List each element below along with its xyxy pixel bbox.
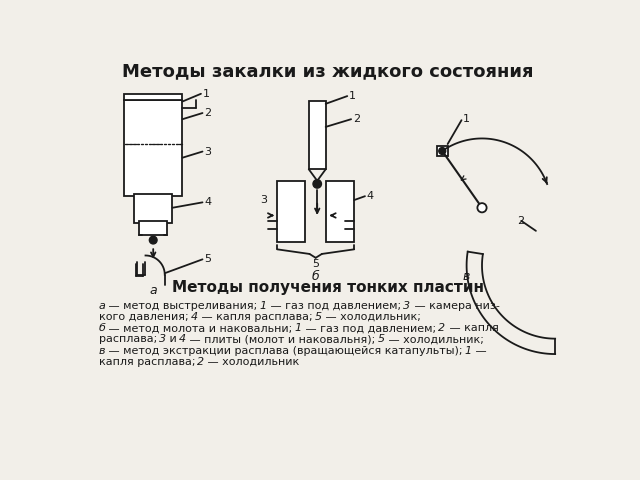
Text: 1: 1 <box>463 114 470 124</box>
Text: — плиты (молот и наковальня);: — плиты (молот и наковальня); <box>186 335 378 345</box>
Text: 2: 2 <box>438 323 445 333</box>
Text: 5: 5 <box>314 312 321 322</box>
Text: 1: 1 <box>202 89 209 99</box>
Text: — капля расплава;: — капля расплава; <box>198 312 314 322</box>
Text: — метод выстреливания;: — метод выстреливания; <box>106 301 260 311</box>
Text: в: в <box>463 270 470 283</box>
Text: и: и <box>166 335 179 345</box>
Text: — метод молота и наковальни;: — метод молота и наковальни; <box>106 323 295 333</box>
Bar <box>326 181 354 242</box>
Text: 3: 3 <box>204 146 211 156</box>
Text: 2: 2 <box>197 357 204 367</box>
Text: 2: 2 <box>204 108 211 118</box>
Circle shape <box>149 236 157 244</box>
Bar <box>124 100 182 196</box>
Text: — холодильник;: — холодильник; <box>385 335 484 345</box>
Text: б: б <box>99 323 106 333</box>
Text: — капля: — капля <box>445 323 499 333</box>
Text: б: б <box>312 270 319 283</box>
Circle shape <box>313 180 321 188</box>
Text: в: в <box>99 346 105 356</box>
Text: 4: 4 <box>191 312 198 322</box>
Text: 5: 5 <box>378 335 385 345</box>
Text: — метод экстракции расплава (вращающейся катапульты);: — метод экстракции расплава (вращающейся… <box>105 346 465 356</box>
Text: 1: 1 <box>295 323 302 333</box>
Text: 3: 3 <box>159 335 166 345</box>
Text: 2: 2 <box>353 114 360 124</box>
Text: 2: 2 <box>516 216 524 226</box>
Text: капля расплава;: капля расплава; <box>99 357 197 367</box>
Bar <box>134 194 172 223</box>
Text: Методы получения тонких пластин: Методы получения тонких пластин <box>172 279 484 295</box>
Bar <box>140 221 167 235</box>
Text: 1: 1 <box>349 91 356 101</box>
Text: а: а <box>99 301 106 311</box>
Bar <box>277 181 305 242</box>
Text: 5: 5 <box>312 259 319 269</box>
Text: 5: 5 <box>204 254 211 264</box>
Text: —: — <box>472 346 486 356</box>
Bar <box>124 94 182 100</box>
Text: 4: 4 <box>204 197 211 207</box>
Text: 1: 1 <box>260 301 267 311</box>
Text: — холодильник;: — холодильник; <box>321 312 420 322</box>
Text: 3: 3 <box>260 195 267 205</box>
Bar <box>437 145 447 156</box>
Text: — газ под давлением;: — газ под давлением; <box>267 301 403 311</box>
Text: — холодильник: — холодильник <box>204 357 300 367</box>
Text: 1: 1 <box>465 346 472 356</box>
Circle shape <box>439 147 445 155</box>
Text: а: а <box>149 284 157 297</box>
Text: Методы закалки из жидкого состояния: Методы закалки из жидкого состояния <box>122 62 534 81</box>
Text: 4: 4 <box>367 191 374 201</box>
Bar <box>308 101 326 169</box>
Text: 3: 3 <box>403 301 410 311</box>
Circle shape <box>477 203 486 212</box>
Text: расплава;: расплава; <box>99 335 159 345</box>
Text: кого давления;: кого давления; <box>99 312 191 322</box>
Text: — газ под давлением;: — газ под давлением; <box>302 323 438 333</box>
Text: — камера низ-: — камера низ- <box>410 301 499 311</box>
Text: 4: 4 <box>179 335 186 345</box>
